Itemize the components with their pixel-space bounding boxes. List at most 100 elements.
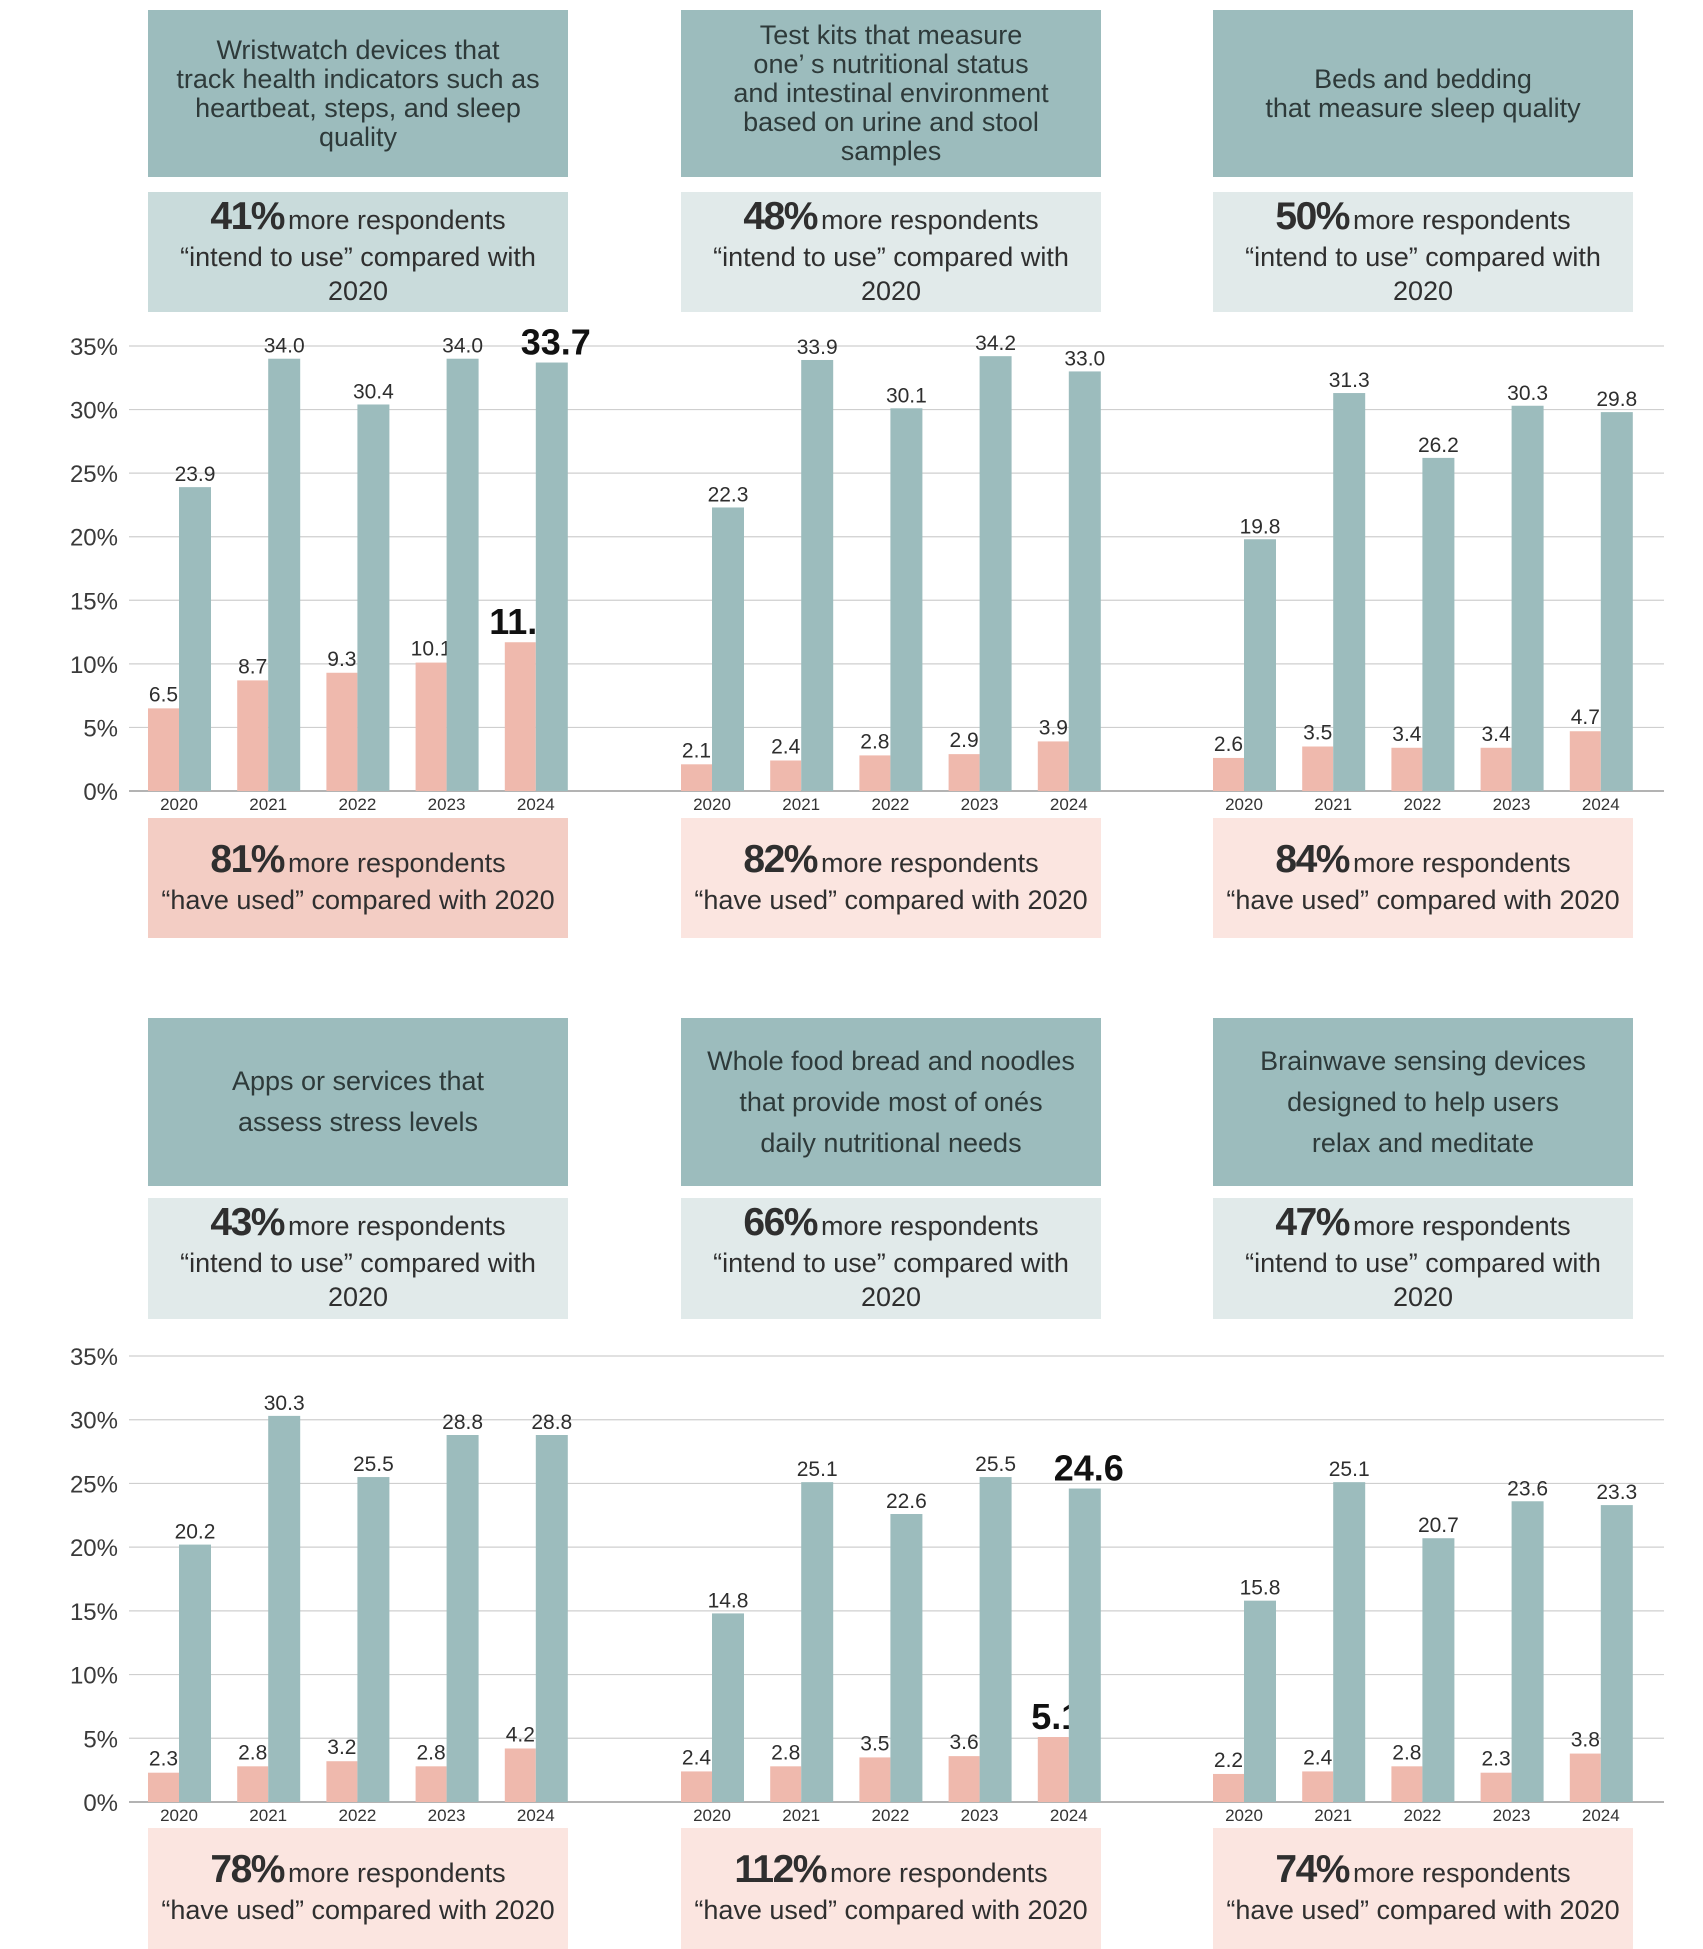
panel-1-intend-stat-line1: 41% more respondents <box>210 196 505 240</box>
bar-intend-to-use-2021 <box>801 1482 834 1802</box>
label-have-used-2020: 2.2 <box>1214 1749 1243 1772</box>
panel-4-used-stat-line1: 78% more respondents <box>210 1850 505 1893</box>
bar-intend-to-use-2024 <box>535 1435 568 1802</box>
label-have-used-2023: 3.6 <box>949 1731 978 1754</box>
y-tick-label: 35% <box>70 334 118 361</box>
label-have-used-2024: 4.2 <box>506 1723 535 1746</box>
bar-intend-to-use-2020 <box>712 507 744 791</box>
bar-have-used-2024 <box>504 642 536 791</box>
bar-intend-to-use-2020 <box>179 487 211 791</box>
label-intend-to-use-2021: 30.3 <box>264 1392 305 1415</box>
panel-1-intend-stat: 41% more respondents “intend to use” compa… <box>148 192 568 312</box>
y-tick-label: 20% <box>70 1535 118 1562</box>
panel-6-used-stat-percent: 74% <box>1275 1848 1350 1891</box>
panel-1-title: Wristwatch devices that track health indi… <box>148 10 568 177</box>
panel-5-title: Whole food bread and noodles that provide… <box>681 1018 1101 1186</box>
y-tick-label: 35% <box>70 1344 118 1371</box>
x-tick-2021: 2021 <box>782 1806 820 1825</box>
panel-2-used-stat-more-respondents: more respondents <box>820 847 1039 878</box>
bar-have-used-2022 <box>326 672 358 791</box>
panel-4-used-stat-line2: “have used” compared with 2020 <box>161 1895 555 1925</box>
bar-have-used-2022 <box>1391 747 1423 791</box>
title-line: one’ s nutritional status <box>753 49 1029 79</box>
x-tick-2021: 2021 <box>249 1806 287 1825</box>
panel-3-intend-stat-more-respondents: more respondents <box>1352 204 1571 235</box>
y-tick-label: 10% <box>70 652 118 679</box>
label-intend-to-use-2020: 20.2 <box>175 1521 216 1544</box>
label-have-used-2023: 2.8 <box>416 1741 445 1764</box>
panel-5-intend-stat-line2: “intend to use” compared with 2020 <box>713 1248 1069 1312</box>
bar-have-used-2022 <box>1391 1766 1423 1802</box>
bar-have-used-2024 <box>504 1748 536 1802</box>
title-line: track health indicators such as <box>176 63 540 94</box>
x-tick-2022: 2022 <box>871 795 909 814</box>
panel-5-intend-stat-more-respondents: more respondents <box>820 1211 1039 1241</box>
label-have-used-2024: 3.9 <box>1039 716 1068 739</box>
panel-1-used-stat: 81% more respondents “have used” compared … <box>148 818 568 938</box>
label-intend-to-use-2022: 30.4 <box>353 380 394 403</box>
label-have-used-2021: 2.8 <box>771 1741 800 1764</box>
panel-2-intend-stat-more-respondents: more respondents <box>820 204 1039 235</box>
bar-have-used-2023 <box>948 754 980 791</box>
bar-have-used-2021 <box>770 1766 802 1802</box>
x-tick-2024: 2024 <box>1050 795 1088 814</box>
bar-intend-to-use-2021 <box>1333 1482 1366 1802</box>
chart-1: 6.5 23.9 2020 8.7 34.0 2021 9.3 30.4 2022 10.1 34.… <box>148 322 591 814</box>
label-intend-to-use-2022: 26.2 <box>1418 434 1459 457</box>
y-tick-label: 10% <box>70 1663 118 1690</box>
panel-2-intend-stat-line2: “intend to use” compared with 2020 <box>713 241 1069 306</box>
x-tick-2024: 2024 <box>1582 1806 1620 1825</box>
label-intend-to-use-2022: 22.6 <box>886 1490 927 1513</box>
label-have-used-2022: 3.5 <box>860 1732 889 1755</box>
title-line: heartbeat, steps, and sleep quality <box>195 92 521 152</box>
label-intend-to-use-2020: 23.9 <box>175 463 216 486</box>
bar-intend-to-use-2022 <box>1422 1538 1455 1802</box>
bar-intend-to-use-2023 <box>446 358 479 791</box>
bar-have-used-2024 <box>1569 731 1601 791</box>
label-intend-to-use-2023: 34.2 <box>975 332 1016 355</box>
bar-have-used-2021 <box>1302 746 1334 791</box>
bar-have-used-2021 <box>770 760 802 791</box>
title-line: daily nutritional needs <box>760 1127 1022 1158</box>
panel-6-used-stat-line1: 74% more respondents <box>1275 1850 1570 1893</box>
panel-3-used-stat: 84% more respondents “have used” compared … <box>1213 818 1633 938</box>
x-tick-2021: 2021 <box>1314 795 1352 814</box>
label-intend-to-use-2024: 28.8 <box>531 1411 572 1434</box>
bar-intend-to-use-2021 <box>268 1415 301 1802</box>
label-intend-to-use-2022: 20.7 <box>1418 1514 1459 1537</box>
x-tick-2023: 2023 <box>428 1806 466 1825</box>
label-intend-to-use-2021: 34.0 <box>264 335 305 358</box>
panel-3-intend-stat-line1: 50% more respondents <box>1275 196 1571 240</box>
bar-intend-to-use-2023 <box>1511 1501 1544 1802</box>
bar-intend-to-use-2020 <box>1244 1600 1276 1802</box>
panel-3-intend-stat: 50% more respondents “intend to use” compa… <box>1213 192 1633 312</box>
label-have-used-2022: 3.4 <box>1392 723 1422 746</box>
label-have-used-2022: 3.2 <box>327 1736 356 1759</box>
label-intend-to-use-2024: 29.8 <box>1596 388 1637 411</box>
panel-2-used-stat-line1: 82% more respondents <box>743 839 1039 883</box>
panel-3-title: Beds and bedding that measure sleep quali… <box>1213 10 1633 177</box>
panel-5-intend-stat-line1: 66% more respondents <box>743 1203 1038 1246</box>
title-line: Apps or services that <box>231 1066 485 1096</box>
panel-6-intend-stat-line2: “intend to use” compared with 2020 <box>1245 1248 1601 1312</box>
label-have-used-2021: 2.4 <box>1303 1746 1333 1769</box>
label-have-used-2020: 2.6 <box>1214 733 1243 756</box>
title-line: that measure sleep quality <box>1265 92 1581 123</box>
panel-5-used-stat-more-respondents: more respondents <box>829 1858 1048 1888</box>
bar-intend-to-use-2020 <box>712 1613 744 1802</box>
x-tick-2021: 2021 <box>782 795 820 814</box>
bar-have-used-2022 <box>859 755 891 791</box>
x-tick-2023: 2023 <box>1493 795 1531 814</box>
x-tick-2020: 2020 <box>160 1806 198 1825</box>
label-intend-to-use-2020: 14.8 <box>708 1589 749 1612</box>
panel-2-intend-stat: 48% more respondents “intend to use” compa… <box>681 192 1101 312</box>
title-line: designed to help users <box>1287 1086 1559 1117</box>
bar-intend-to-use-2024 <box>1600 1505 1633 1802</box>
bar-intend-to-use-2021 <box>801 359 834 791</box>
label-have-used-2020: 2.3 <box>149 1748 178 1771</box>
panel-3-used-stat-more-respondents: more respondents <box>1352 847 1571 878</box>
y-tick-label: 5% <box>83 715 118 742</box>
bar-have-used-2023 <box>1480 1772 1512 1802</box>
label-have-used-2024: 3.8 <box>1571 1729 1600 1752</box>
title-line: based on urine and stool samples <box>743 107 1039 166</box>
